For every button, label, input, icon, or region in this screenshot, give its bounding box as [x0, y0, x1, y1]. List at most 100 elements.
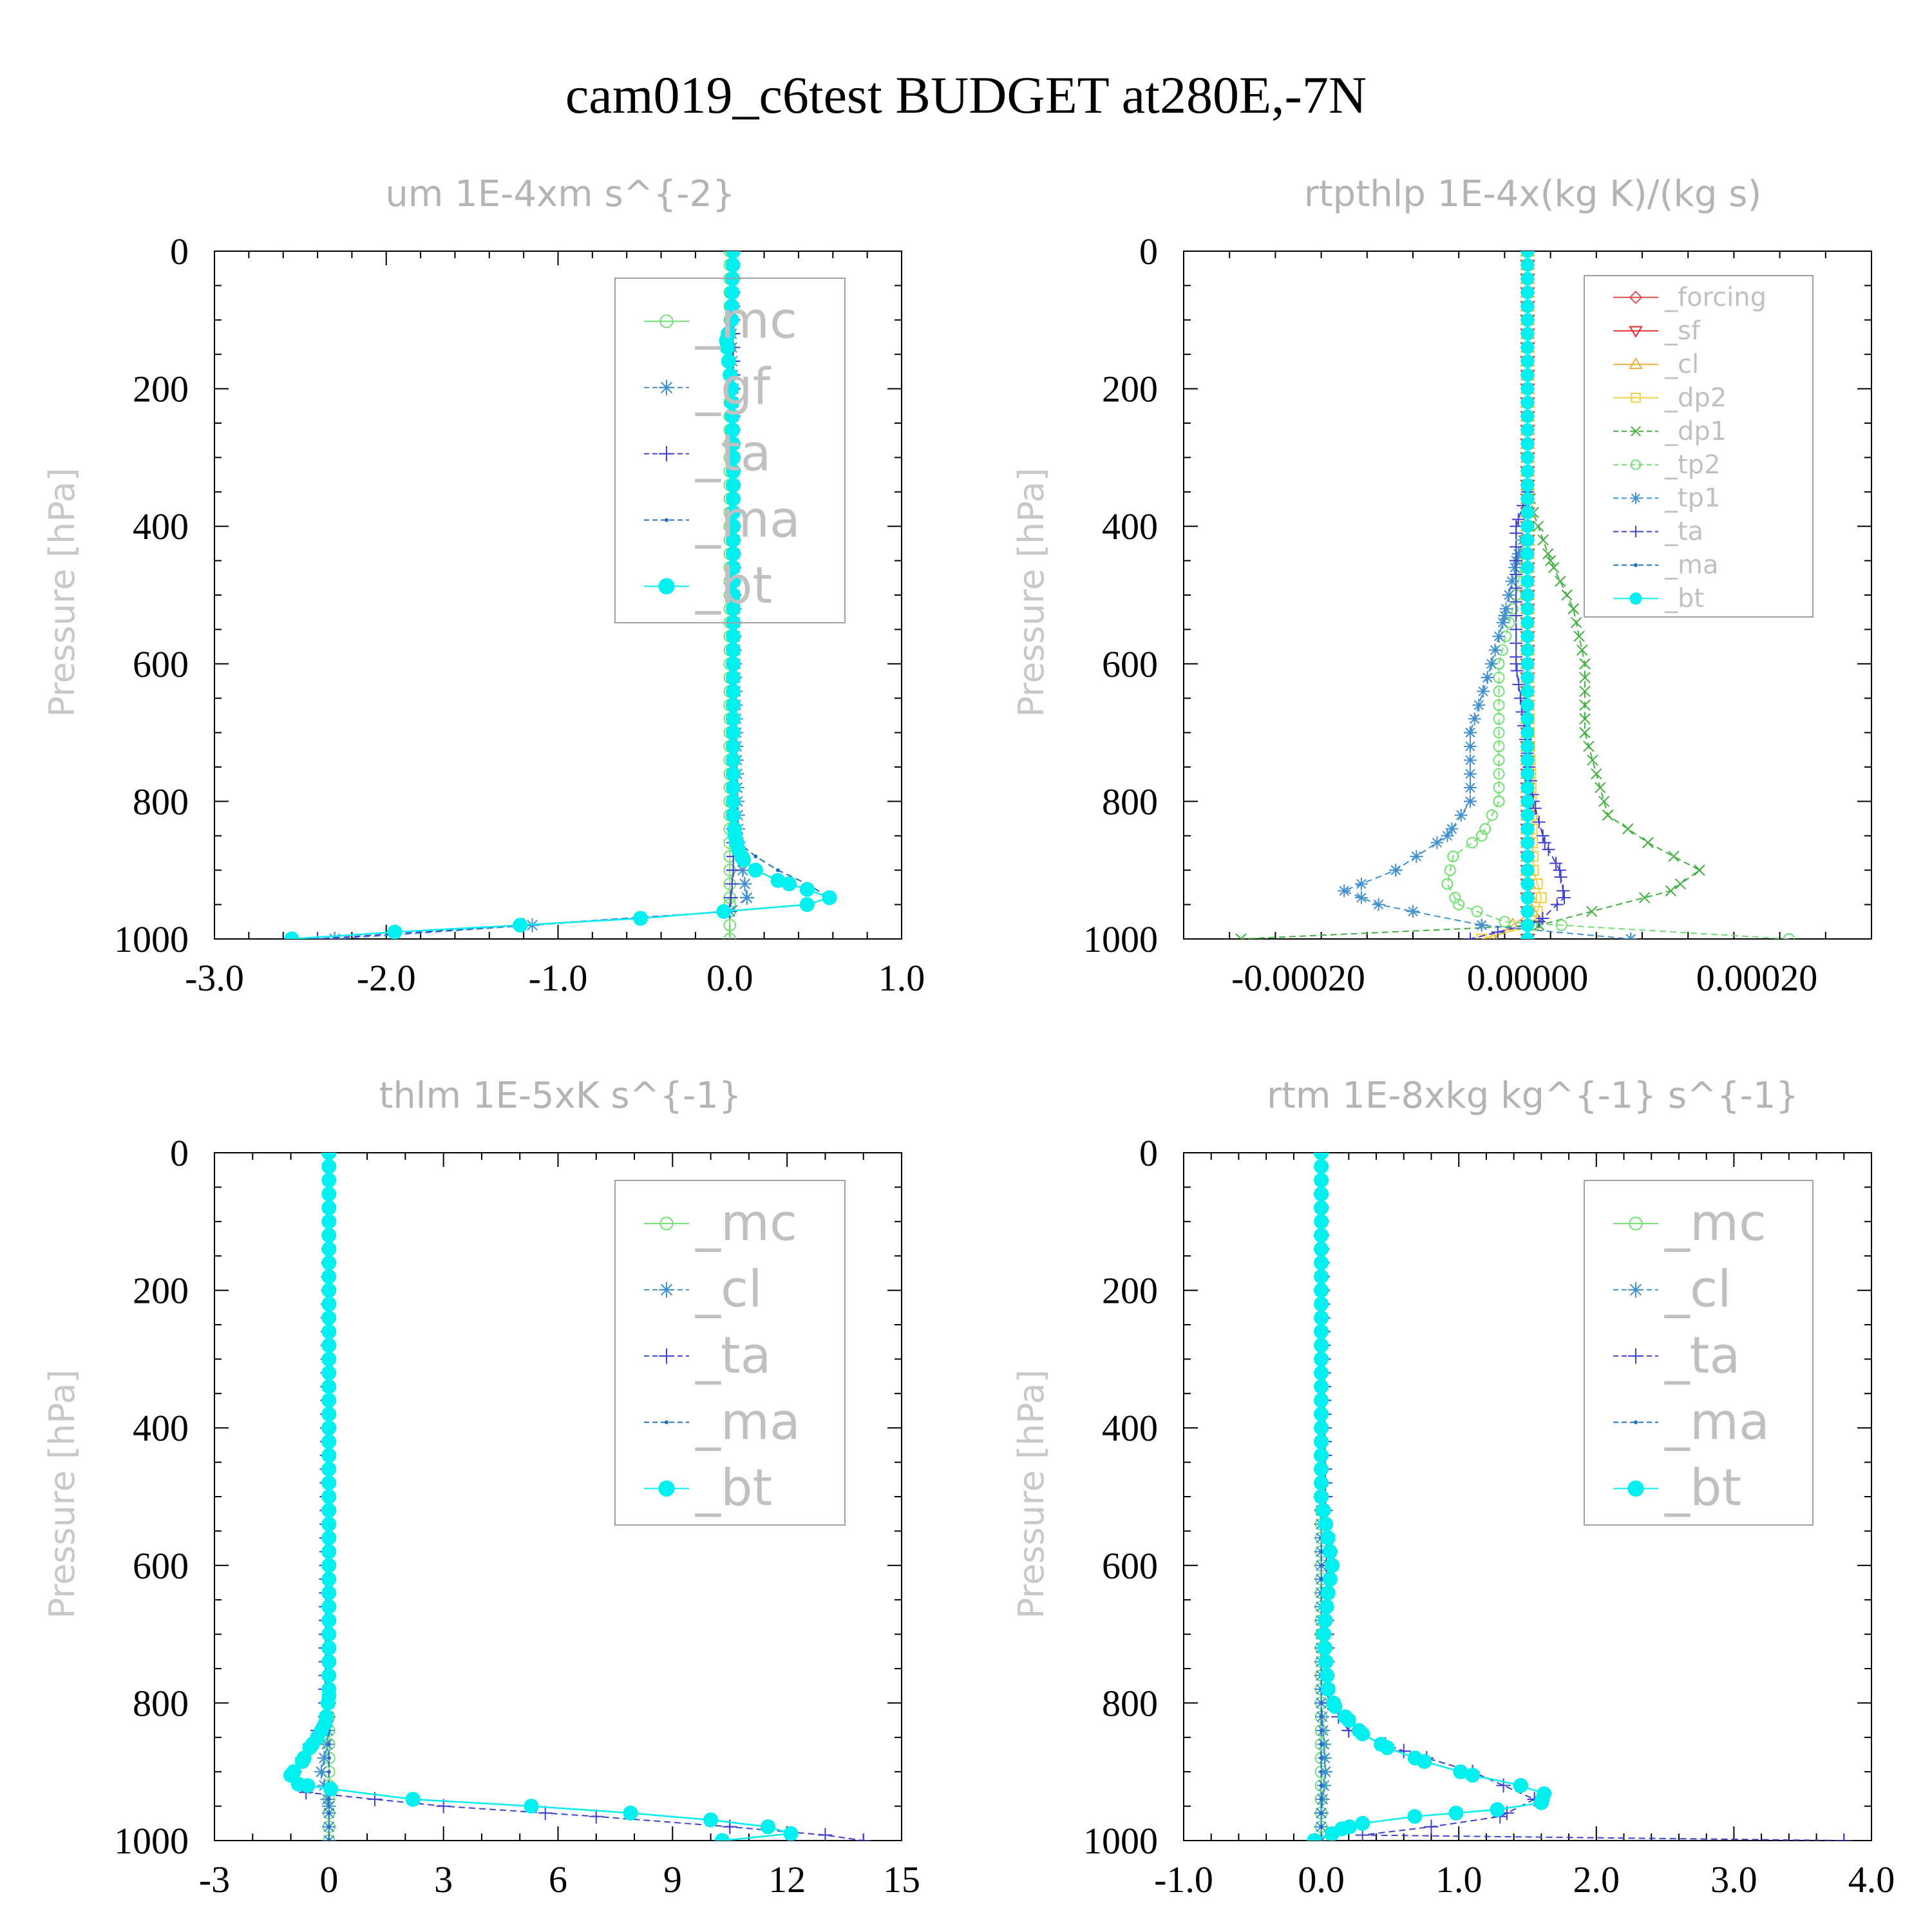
x-tick-label: 1.0 [878, 957, 925, 999]
series-marker-bt [321, 1324, 337, 1340]
series-marker-bt [1465, 1767, 1481, 1783]
series-marker-ta [589, 1809, 603, 1824]
series-marker-bt [1520, 327, 1535, 341]
series-marker-dp1 [1665, 885, 1677, 896]
series-marker-bt [726, 518, 741, 534]
y-tick-label: 0 [1139, 231, 1158, 272]
series-marker-ta [1510, 636, 1523, 650]
series-marker-ta [1396, 1744, 1411, 1759]
series-marker-tp1 [1502, 589, 1516, 601]
series-marker-bt [1417, 1754, 1432, 1769]
series-marker-dp1 [1694, 864, 1705, 876]
series-marker-dp1 [1642, 837, 1654, 849]
series-marker-dp1 [1544, 554, 1557, 567]
series-marker-tp2 [1466, 837, 1478, 849]
series-marker-dp1 [1598, 795, 1610, 808]
x-tick-label: 0.0 [1298, 1859, 1345, 1900]
legend-label: _bt [695, 557, 772, 615]
series-marker-tp1 [1372, 898, 1385, 911]
series-marker-tp1 [1464, 767, 1477, 781]
series-marker-bt [725, 436, 741, 451]
legend-label: _bt [1664, 1459, 1741, 1517]
series-marker-bt [1513, 1778, 1528, 1794]
series-marker-bt [1520, 464, 1535, 478]
series-marker-bt [321, 1159, 337, 1174]
series-marker-bt [321, 1585, 337, 1601]
series-marker-bt [321, 1517, 337, 1532]
series-marker-bt [726, 546, 741, 562]
legend-marker [1630, 526, 1642, 538]
series-marker-gf [739, 890, 754, 905]
series-marker-cl [1316, 1778, 1331, 1793]
series-marker-dp1 [1579, 672, 1591, 683]
legend-label: _sf [1664, 316, 1701, 346]
series-marker-bt [321, 1668, 337, 1683]
series-marker-ta [1510, 664, 1524, 677]
series-marker-bt [724, 408, 740, 424]
series-marker-ta [1549, 857, 1563, 870]
series-marker-cl [1318, 1765, 1333, 1779]
series-marker-dp1 [1668, 851, 1680, 862]
series-marker-bt [1520, 285, 1535, 299]
series-marker-ta [1536, 829, 1549, 842]
series-marker-bt [405, 1792, 421, 1807]
series-marker-bt [321, 1338, 337, 1353]
series-marker-bt [387, 924, 402, 939]
series-marker-tp2 [1783, 933, 1795, 939]
legend-label: _ma [1664, 1393, 1770, 1451]
series-marker-bt [1314, 1338, 1329, 1353]
legend-marker [659, 1217, 674, 1231]
series-marker-bt [1520, 891, 1535, 905]
series-marker-bt [727, 828, 743, 844]
series-marker-bt [726, 629, 741, 644]
legend-marker [659, 1282, 674, 1298]
x-tick-label: 0.0 [706, 957, 753, 999]
series-marker-bt [317, 1716, 333, 1731]
series-marker-tp2 [1493, 740, 1505, 752]
series-marker-bt [1320, 1530, 1336, 1546]
series-marker-bt [724, 381, 739, 397]
chart-um-plot-area: 0 200 400 600 800 1000-3.0 -2.0 -1.0 0.0 1.0 _mc _g… [114, 231, 925, 999]
y-tick-label: 0 [1139, 1132, 1158, 1174]
legend-marker [1631, 392, 1641, 403]
series-marker-ma [327, 1756, 331, 1760]
series-marker-tp1 [1508, 561, 1521, 574]
series-marker-bt [1520, 670, 1535, 685]
series-marker-bt [1314, 1186, 1329, 1202]
series-marker-bt [1314, 1406, 1329, 1422]
series-marker-bt [1520, 519, 1535, 533]
x-tick-label: -1.0 [1154, 1859, 1213, 1900]
series-marker-bt [748, 862, 763, 878]
series-marker-tp1 [1445, 822, 1459, 836]
chart-rtpthlp: rtpthlp 1E-4x(kg K)/(kg s) Pressure [hPa… [1011, 173, 1872, 999]
series-marker-bt [1520, 588, 1535, 602]
series-marker-bt [1314, 1461, 1329, 1477]
series-marker-bt [310, 1730, 325, 1745]
series-marker-dp1 [1537, 534, 1549, 546]
legend-marker [1634, 1420, 1638, 1425]
series-marker-tp1 [1406, 905, 1419, 918]
series-marker-bt [724, 312, 739, 328]
series-marker-dp1 [1579, 713, 1591, 724]
legend-marker [1627, 1480, 1644, 1497]
x-tick-label: 15 [883, 1859, 920, 1900]
legend-label: _cl [695, 1260, 762, 1318]
chart-rtm-ylabel: Pressure [hPa] [1011, 1369, 1052, 1618]
y-tick-label: 600 [1102, 643, 1158, 685]
series-marker-dp2 [1535, 892, 1547, 904]
series-marker-bt [1520, 601, 1535, 616]
series-marker-bt [781, 876, 797, 892]
x-tick-label: 3.0 [1710, 1859, 1757, 1900]
series-marker-tp2 [1493, 685, 1505, 697]
x-tick-label: -1.0 [529, 957, 588, 999]
series-marker-ta [1510, 609, 1523, 623]
series-marker-tp2 [1447, 850, 1459, 862]
series-marker-ta [1513, 692, 1527, 705]
series-marker-ma [1319, 1701, 1323, 1705]
x-tick-label: 9 [663, 1859, 682, 1900]
series-marker-bt [524, 1799, 539, 1814]
series-marker-bt [1520, 685, 1535, 699]
legend-marker [1630, 492, 1642, 504]
series-marker-tp2 [1493, 754, 1505, 766]
series-marker-bt [724, 395, 740, 410]
